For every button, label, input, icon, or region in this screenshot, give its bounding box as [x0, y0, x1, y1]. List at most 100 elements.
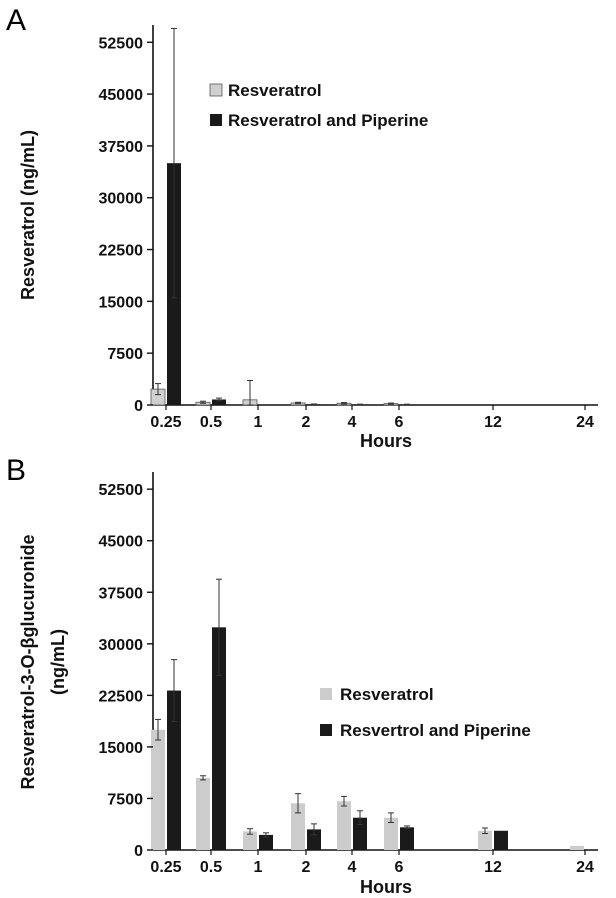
x-tick-label: 24 [576, 859, 594, 876]
panel-b-x-axis-title: Hours [360, 877, 412, 897]
error-bar [247, 379, 253, 406]
x-tick-label: 4 [348, 859, 357, 876]
panel-a-bars [150, 163, 414, 406]
x-tick-label: 12 [484, 414, 502, 431]
panel-a-x-axis-title: Hours [360, 431, 412, 451]
panel-a-axes [152, 25, 598, 406]
error-bar [295, 793, 301, 814]
y-tick-label: 45000 [99, 534, 144, 551]
panel-b: B 0 7500 15000 22500 30000 37500 45000 52500 0.2… [6, 454, 598, 897]
bar-series-2 [353, 817, 367, 850]
y-tick-label: 30000 [99, 637, 144, 654]
error-bar [357, 810, 363, 826]
bar-series-2 [259, 834, 273, 850]
y-tick-label: 15000 [99, 740, 144, 757]
x-tick-label: 12 [484, 859, 502, 876]
legend-swatch [210, 114, 222, 126]
legend-swatch [209, 83, 223, 97]
error-bar [200, 775, 206, 781]
x-tick-label: 1 [254, 414, 263, 431]
x-tick-label: 6 [395, 859, 404, 876]
bar-series-1 [337, 801, 351, 850]
y-tick-label: 15000 [99, 294, 144, 311]
x-tick-label: 1 [254, 859, 263, 876]
error-bar [404, 403, 410, 406]
x-tick-label: 24 [576, 414, 594, 431]
y-tick-label: 52500 [99, 35, 144, 52]
error-bar [482, 827, 488, 835]
panel-b-error-bars [155, 578, 488, 838]
x-tick-label: 0.5 [200, 859, 222, 876]
error-bar [295, 401, 301, 405]
error-bar [311, 823, 317, 836]
error-bar [200, 400, 206, 404]
x-tick-label: 0.5 [200, 414, 222, 431]
error-bar [171, 659, 177, 722]
panel-b-y-axis-title-group: Resveratrol-3-O-βglucuronide (ng/mL) [18, 534, 68, 789]
legend-label: Resvertrol and Piperine [340, 721, 531, 740]
panel-a-letter: A [6, 4, 26, 37]
bar-series-1 [196, 777, 210, 850]
y-tick-label: 0 [134, 843, 143, 860]
bar-series-1 [291, 803, 305, 850]
y-tick-label: 52500 [99, 482, 144, 499]
y-tick-label: 30000 [99, 191, 144, 208]
bar-series-2 [212, 627, 226, 850]
bar-series-2 [307, 829, 321, 850]
panel-a-y-axis-title: Resveratrol (ng/mL) [18, 130, 38, 300]
panel-a-error-bars [155, 27, 410, 406]
bar-series-1 [384, 817, 398, 850]
error-bar [357, 403, 363, 406]
legend-swatch [320, 688, 332, 700]
y-tick-label: 22500 [99, 688, 144, 705]
bar-series-1 [478, 830, 492, 850]
error-bar [155, 718, 161, 741]
panel-b-ticks: 0 7500 15000 22500 30000 37500 45000 52500 0.25 0… [99, 482, 595, 876]
bar-series-2 [494, 830, 508, 850]
panel-b-y-axis-title-line-2: (ng/mL) [48, 629, 68, 695]
legend-swatch [320, 724, 332, 736]
y-tick-label: 37500 [99, 139, 144, 156]
bar-series-2 [167, 690, 181, 850]
error-bar [341, 402, 347, 405]
x-tick-label: 2 [302, 859, 311, 876]
y-tick-label: 45000 [99, 87, 144, 104]
bar-series-2 [400, 827, 414, 850]
y-tick-label: 0 [134, 398, 143, 415]
legend-label: Resveratrol [340, 685, 434, 704]
bar-series-1 [243, 831, 257, 850]
error-bar [247, 828, 253, 835]
error-bar [341, 795, 347, 807]
y-tick-label: 7500 [107, 791, 143, 808]
error-bar [155, 383, 161, 396]
bar-series-1 [151, 729, 165, 850]
error-bar [311, 403, 317, 406]
error-bar [388, 402, 394, 405]
panel-a-legend: Resveratrol Resveratrol and Piperine [209, 81, 428, 130]
legend-label: Resveratrol [228, 81, 322, 100]
y-tick-label: 37500 [99, 585, 144, 602]
y-tick-label: 7500 [107, 346, 143, 363]
x-tick-label: 0.25 [150, 859, 181, 876]
x-tick-label: 2 [302, 414, 311, 431]
panel-b-y-axis-title-line-1: Resveratrol-3-O-βglucuronide [18, 534, 38, 789]
error-bar [263, 832, 269, 838]
panel-a: A 0 7500 15000 22500 30000 37500 45000 52500 0.2… [6, 4, 598, 451]
legend-label: Resveratrol and Piperine [228, 111, 428, 130]
x-tick-label: 6 [395, 414, 404, 431]
error-bar [171, 27, 177, 299]
error-bar [216, 397, 222, 402]
bar-series-1 [570, 845, 584, 850]
error-bar [404, 825, 410, 830]
panel-a-ticks: 0 7500 15000 22500 30000 37500 45000 52500 0.25 0… [99, 35, 595, 431]
error-bar [216, 578, 222, 676]
error-bar [388, 812, 394, 824]
y-tick-label: 22500 [99, 243, 144, 260]
panel-b-letter: B [6, 454, 26, 487]
panel-b-bars [151, 627, 584, 850]
bar-series-2 [212, 399, 226, 405]
x-tick-label: 0.25 [150, 414, 181, 431]
panel-b-legend: Resveratrol Resvertrol and Piperine [320, 685, 531, 740]
x-tick-label: 4 [348, 414, 357, 431]
